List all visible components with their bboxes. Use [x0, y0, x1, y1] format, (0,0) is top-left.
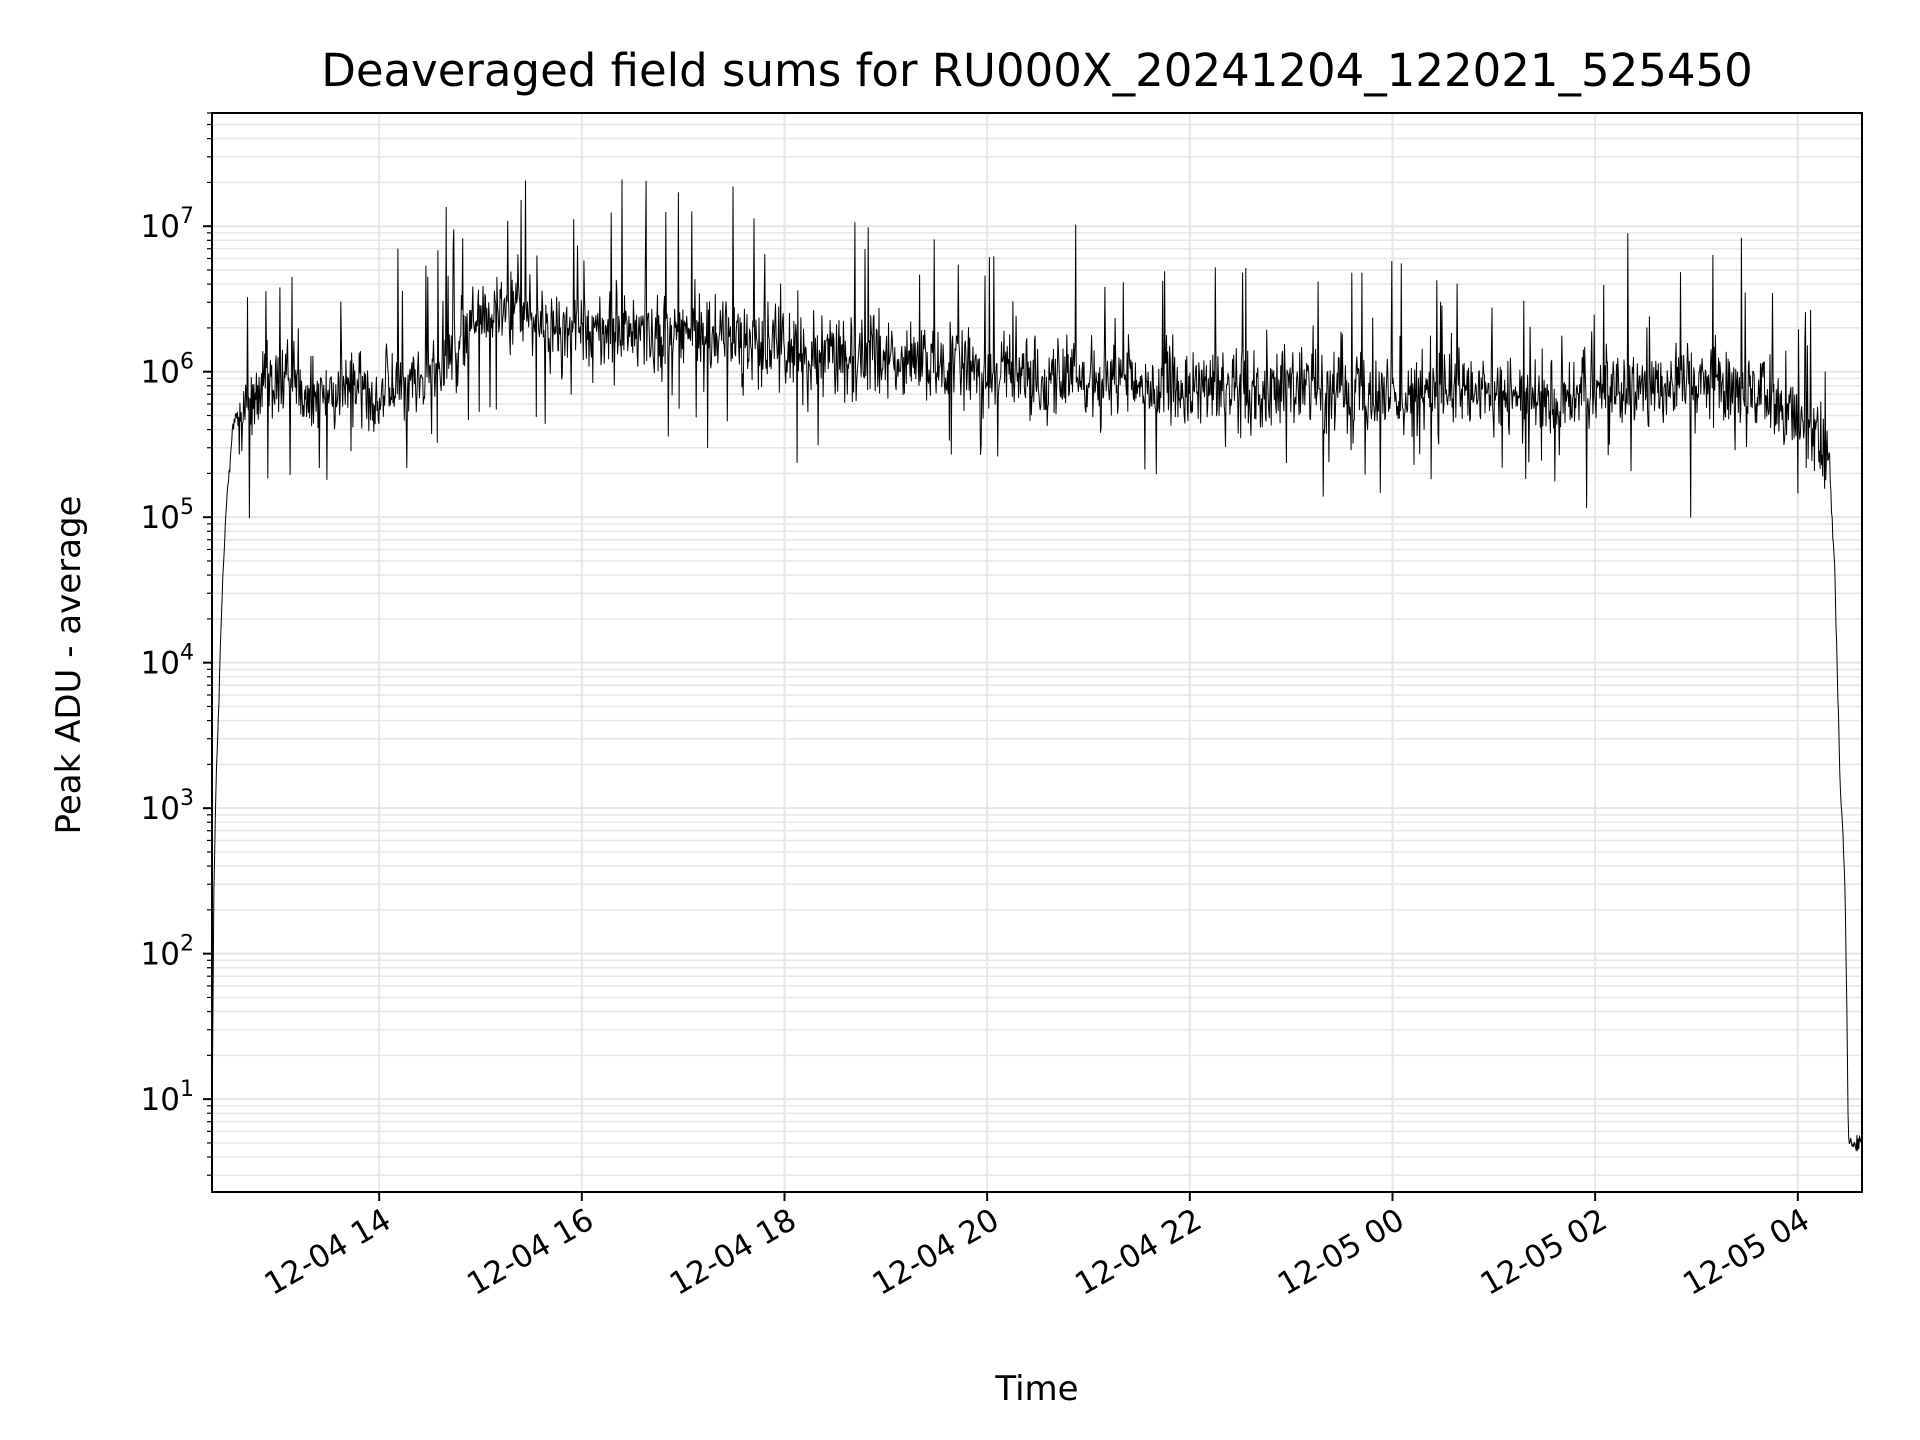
- y-tick-label: 101: [141, 1077, 194, 1118]
- y-tick-label: 105: [141, 495, 194, 536]
- axes-frame: [211, 112, 1863, 1193]
- y-tick-label: 102: [141, 932, 194, 973]
- y-tick-label: 103: [141, 786, 194, 827]
- series-line: [211, 179, 1863, 1152]
- y-tick-label: 106: [141, 350, 194, 391]
- y-tick-label: 104: [141, 641, 194, 682]
- x-axis-label: Time: [994, 1369, 1078, 1409]
- y-tick-label: 107: [141, 204, 194, 245]
- y-axis-label: Peak ADU - average: [49, 496, 89, 835]
- grid: [212, 112, 1862, 1192]
- plot-area: [211, 179, 1863, 1152]
- chart-title: Deaveraged field sums for RU000X_2024120…: [321, 44, 1753, 97]
